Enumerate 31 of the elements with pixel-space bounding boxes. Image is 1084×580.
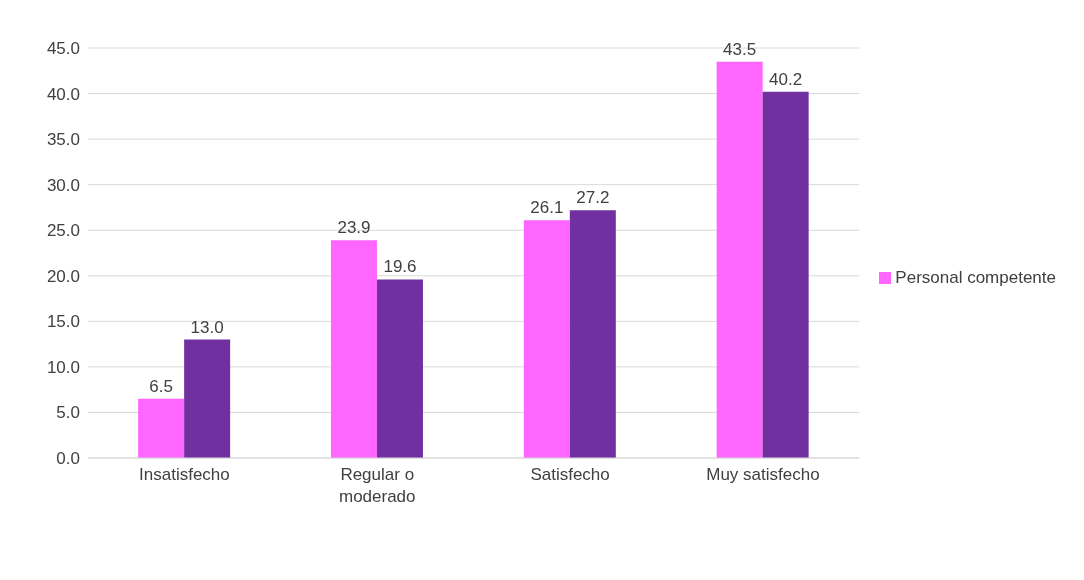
x-tick-label: Muy satisfecho [706,465,820,484]
y-tick-label: 0.0 [56,449,80,469]
y-tick-label: 40.0 [46,84,80,104]
bar [523,220,570,458]
bar [376,279,423,458]
y-tick-label: 20.0 [46,266,80,286]
y-tick-label: 10.0 [46,357,80,377]
x-tick-label: Regular o moderado [338,465,416,506]
y-tick-label: 45.0 [46,39,80,59]
data-label: 27.2 [576,188,610,208]
y-tick-label: 25.0 [46,221,80,241]
y-tick-label: 5.0 [56,403,80,423]
data-label: 6.5 [149,376,173,396]
bar [330,240,377,458]
legend-label: Personal competente [895,268,1056,288]
data-label: 13.0 [190,317,224,337]
bar [716,61,763,458]
data-label: 40.2 [769,69,803,89]
bar [569,210,616,458]
data-label: 19.6 [383,257,417,277]
bar [138,398,185,458]
data-label: 23.9 [337,218,371,238]
y-tick-label: 15.0 [46,312,80,332]
x-tick-label: Satisfecho [530,465,610,484]
bar [184,339,231,458]
bar [762,91,809,458]
data-label: 26.1 [530,198,564,218]
data-label: 43.5 [723,39,757,59]
y-tick-label: 30.0 [46,175,80,195]
y-tick-label: 35.0 [46,130,80,150]
x-tick-label: Insatisfecho [139,465,230,484]
